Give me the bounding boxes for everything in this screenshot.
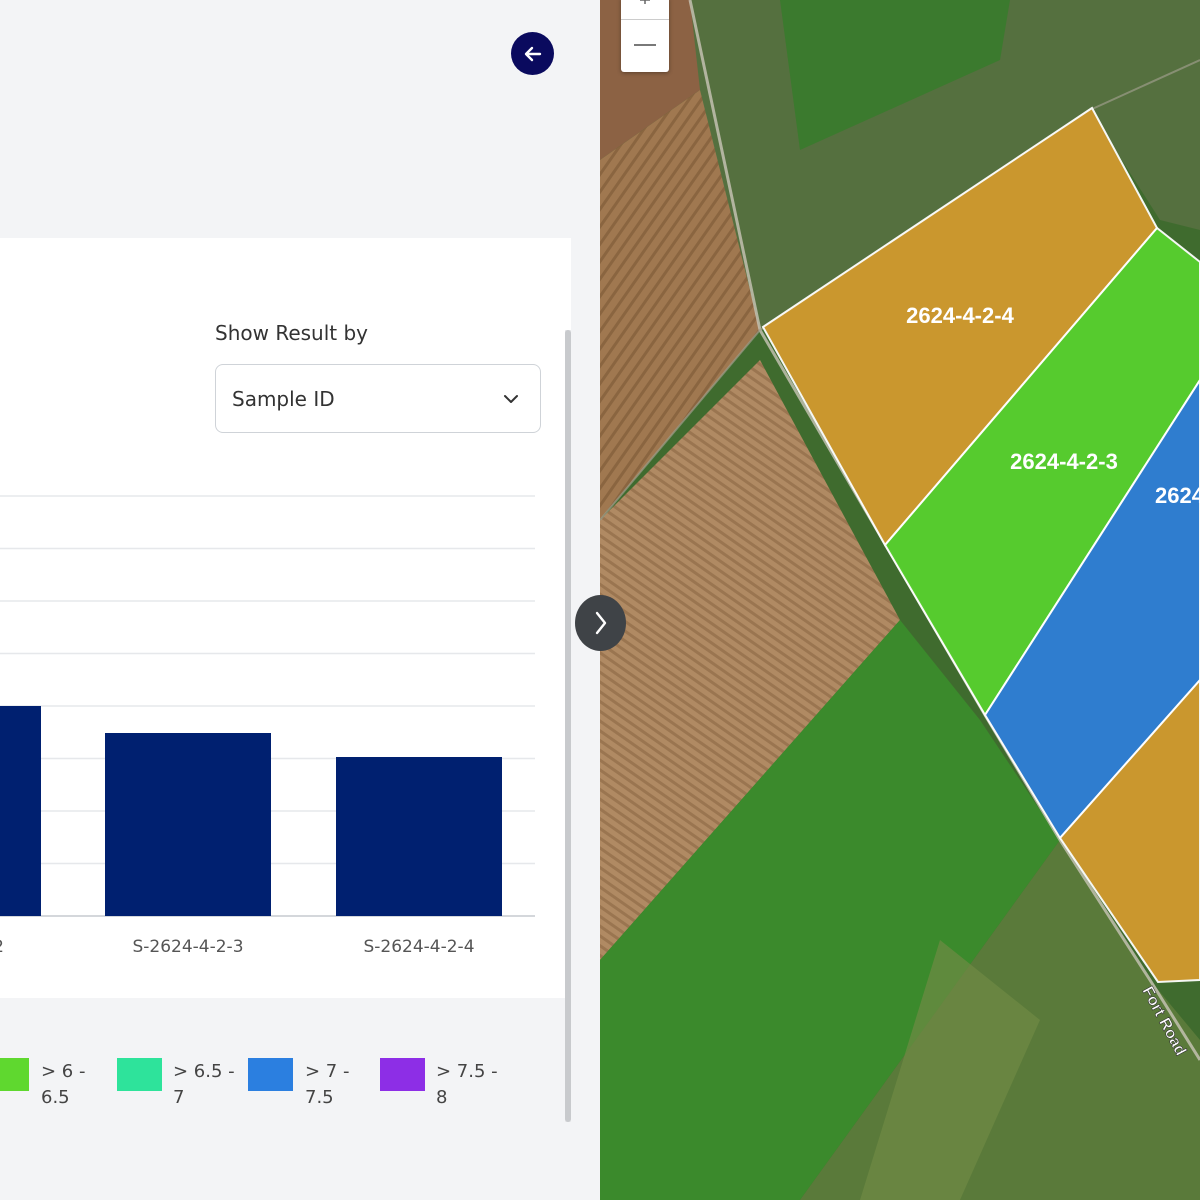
map-canvas: 2624-4-2-4 2624-4-2-3 2624 Fort Road <box>600 0 1200 1200</box>
field-label: 2624 <box>1155 483 1200 508</box>
chart-legend: > 6 -6.5 > 6.5 -7 > 7 -7.5 > 7.5 -8 <box>0 1055 560 1125</box>
select-value: Sample ID <box>232 386 335 411</box>
x-tick-label: 2 <box>0 937 4 957</box>
chart-bars <box>0 706 502 916</box>
legend-label: > 6 -6.5 <box>41 1061 86 1108</box>
legend-swatch <box>380 1058 425 1091</box>
zoom-control <box>621 0 669 72</box>
results-panel: Show Result by Sample ID 2 S-2624-4-2-3 S-… <box>0 32 571 1125</box>
chevron-right-icon <box>595 611 606 635</box>
x-tick-label: S-2624-4-2-3 <box>132 937 243 957</box>
scrollbar-thumb[interactable] <box>565 330 571 1122</box>
x-tick-label: S-2624-4-2-4 <box>363 937 474 957</box>
legend-swatch <box>117 1058 162 1091</box>
chevron-down-icon <box>504 394 518 403</box>
arrow-left-icon <box>524 46 541 61</box>
chart-bar[interactable] <box>105 733 271 916</box>
chart-bar[interactable] <box>0 706 41 916</box>
legend-swatch <box>0 1058 29 1091</box>
toggle-panel-button[interactable] <box>575 595 626 651</box>
zoom-in-button[interactable] <box>621 0 669 20</box>
bar-chart: 2 S-2624-4-2-3 S-2624-4-2-4 <box>0 495 535 957</box>
chart-x-labels: 2 S-2624-4-2-3 S-2624-4-2-4 <box>0 937 475 957</box>
field-label: 2624-4-2-3 <box>1010 449 1118 474</box>
show-result-by-select[interactable]: Sample ID <box>215 364 541 433</box>
legend-swatch <box>248 1058 293 1091</box>
legend-label: > 6.5 -7 <box>173 1061 235 1108</box>
legend-label: > 7 -7.5 <box>305 1061 350 1108</box>
plus-icon <box>640 0 650 4</box>
minus-icon <box>634 44 656 46</box>
field-label: 2624-4-2-4 <box>906 303 1014 328</box>
chart-bar[interactable] <box>336 757 502 916</box>
back-button[interactable] <box>511 32 554 75</box>
satellite-map[interactable]: 2624-4-2-4 2624-4-2-3 2624 Fort Road <box>600 0 1200 1200</box>
show-result-by-label: Show Result by <box>215 321 369 345</box>
legend-label: > 7.5 -8 <box>436 1061 498 1108</box>
zoom-out-button[interactable] <box>621 20 669 70</box>
